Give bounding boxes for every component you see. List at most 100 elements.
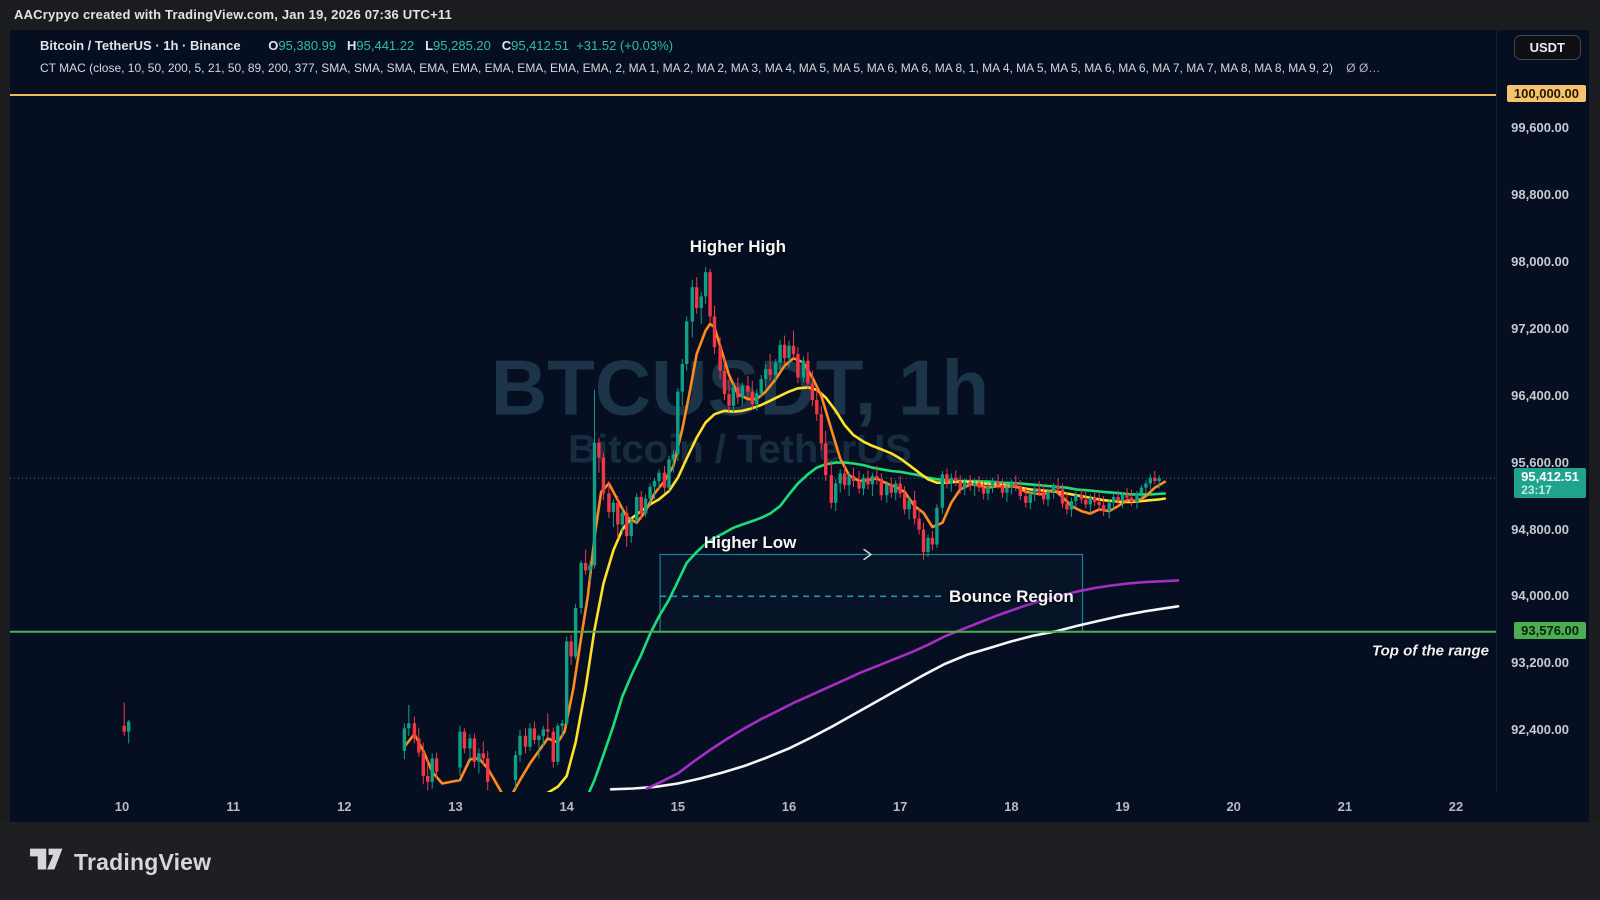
higher-high-label[interactable]: Higher High xyxy=(689,237,787,257)
candlestick xyxy=(1135,491,1139,509)
candlestick xyxy=(722,358,727,400)
candlestick xyxy=(945,468,949,489)
candlestick xyxy=(718,337,722,380)
indicator-legend[interactable]: CT MAC (close, 10, 50, 200, 5, 21, 50, 8… xyxy=(40,61,1380,75)
candlestick xyxy=(750,380,754,410)
candlestick xyxy=(421,742,425,785)
candlestick xyxy=(842,466,847,490)
chart-canvas[interactable] xyxy=(10,30,1496,792)
candlestick xyxy=(1157,475,1161,489)
candlestick xyxy=(472,733,477,768)
candlestick xyxy=(973,479,977,497)
candlestick xyxy=(685,316,689,371)
candlestick xyxy=(1148,474,1152,490)
candlestick xyxy=(977,476,981,492)
indicator-title[interactable]: CT MAC (close, 10, 50, 200, 5, 21, 50, 8… xyxy=(40,61,1333,75)
candlestick xyxy=(676,388,680,461)
price-axis-label: 99,600.00 xyxy=(1511,120,1569,136)
candlestick xyxy=(583,549,588,575)
symbol-header[interactable]: Bitcoin / TetherUS · 1h · Binance O95,38… xyxy=(40,38,673,53)
candlestick xyxy=(592,389,597,569)
candlestick xyxy=(736,377,740,405)
candlestick xyxy=(1033,485,1037,502)
candlestick xyxy=(1041,484,1046,505)
candlestick xyxy=(958,475,962,494)
price-axis[interactable]: 99,600.00 98,800.00 98,000.00 97,200.00 96,4… xyxy=(1496,30,1589,792)
candlestick xyxy=(857,471,861,494)
change-value: +31.52 (+0.03%) xyxy=(576,38,674,53)
candlestick xyxy=(481,741,485,766)
low-label: L xyxy=(425,38,434,53)
candlestick xyxy=(796,347,800,384)
candlestick xyxy=(412,716,417,744)
candlestick xyxy=(851,467,856,487)
candlestick xyxy=(1074,491,1078,508)
candlestick xyxy=(847,472,851,497)
candlestick xyxy=(940,471,945,514)
candlestick xyxy=(990,477,995,493)
chart-plot-area[interactable] xyxy=(10,30,1496,792)
price-axis-label: 94,000.00 xyxy=(1511,588,1569,604)
time-axis[interactable]: 10 11 12 13 14 15 16 17 18 19 20 21 22 xyxy=(10,792,1496,822)
candlestick xyxy=(1120,491,1125,508)
high-label: H xyxy=(347,38,357,53)
candlestick xyxy=(434,752,439,779)
line-100k-price-label: 100,000.00 xyxy=(1506,85,1586,102)
high-value: 95,441.22 xyxy=(356,38,415,53)
candlestick xyxy=(639,491,643,520)
candlestick xyxy=(417,727,421,757)
time-axis-label: 12 xyxy=(337,799,352,814)
candlestick xyxy=(611,499,616,527)
tradingview-brand: TradingView xyxy=(30,846,211,878)
candlestick xyxy=(657,469,661,490)
open-value: 95,380.99 xyxy=(278,38,337,53)
current-price-value: 95,412.51 xyxy=(1521,469,1579,485)
candlestick xyxy=(407,704,411,736)
candlestick xyxy=(917,508,921,535)
candlestick xyxy=(912,491,917,525)
candlestick xyxy=(829,461,833,509)
candlestick xyxy=(1065,492,1069,515)
top-of-range-label[interactable]: Top of the range xyxy=(1372,642,1489,660)
candlestick xyxy=(815,387,819,421)
time-axis-label: 13 xyxy=(448,799,463,814)
currency-toggle-button[interactable]: USDT xyxy=(1513,35,1581,60)
candlestick xyxy=(838,469,842,493)
higher-low-label[interactable]: Higher Low xyxy=(703,532,797,552)
symbol-title[interactable]: Bitcoin / TetherUS · 1h · Binance xyxy=(40,38,241,53)
candlestick xyxy=(1111,493,1116,510)
candlestick xyxy=(402,723,407,760)
candlestick xyxy=(791,330,796,359)
candlestick xyxy=(546,713,550,739)
candlestick xyxy=(1046,488,1050,507)
candlestick xyxy=(616,496,620,539)
candlestick xyxy=(662,466,667,494)
candlestick xyxy=(635,493,639,525)
candlestick xyxy=(569,634,573,665)
watermark-symbol: BTCUSDT, 1h xyxy=(490,343,990,432)
candlestick xyxy=(560,720,564,737)
candlestick xyxy=(1060,483,1065,508)
candlestick xyxy=(1129,489,1134,507)
chart-panel: BTCUSDT, 1h Bitcoin / TetherUS Bitcoin /… xyxy=(10,30,1589,822)
candlestick xyxy=(122,702,126,736)
candlestick xyxy=(703,267,708,304)
candlestick xyxy=(1014,475,1018,491)
candlestick xyxy=(551,727,555,768)
candlestick xyxy=(861,474,866,496)
candlestick xyxy=(902,486,907,515)
candlestick xyxy=(629,517,633,543)
ma-line-green xyxy=(587,461,1167,792)
candlestick xyxy=(930,531,935,551)
tradingview-logo-icon xyxy=(30,846,64,878)
candlestick xyxy=(579,560,583,614)
candlestick xyxy=(870,472,875,497)
candlestick xyxy=(894,480,898,501)
candlestick xyxy=(1037,481,1041,497)
bounce-region-label[interactable]: Bounce Region xyxy=(949,587,1074,607)
candlestick xyxy=(1005,484,1009,502)
candlestick xyxy=(1056,478,1060,494)
line-top-of-range-price-label: 93,576.00 xyxy=(1514,621,1586,639)
open-label: O xyxy=(268,38,279,53)
attribution-text: AACrypyo created with TradingView.com, J… xyxy=(14,7,453,22)
